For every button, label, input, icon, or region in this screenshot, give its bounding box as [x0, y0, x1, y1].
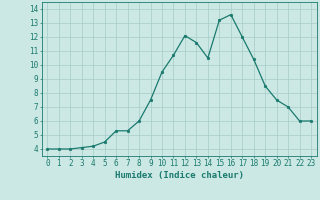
X-axis label: Humidex (Indice chaleur): Humidex (Indice chaleur) — [115, 171, 244, 180]
